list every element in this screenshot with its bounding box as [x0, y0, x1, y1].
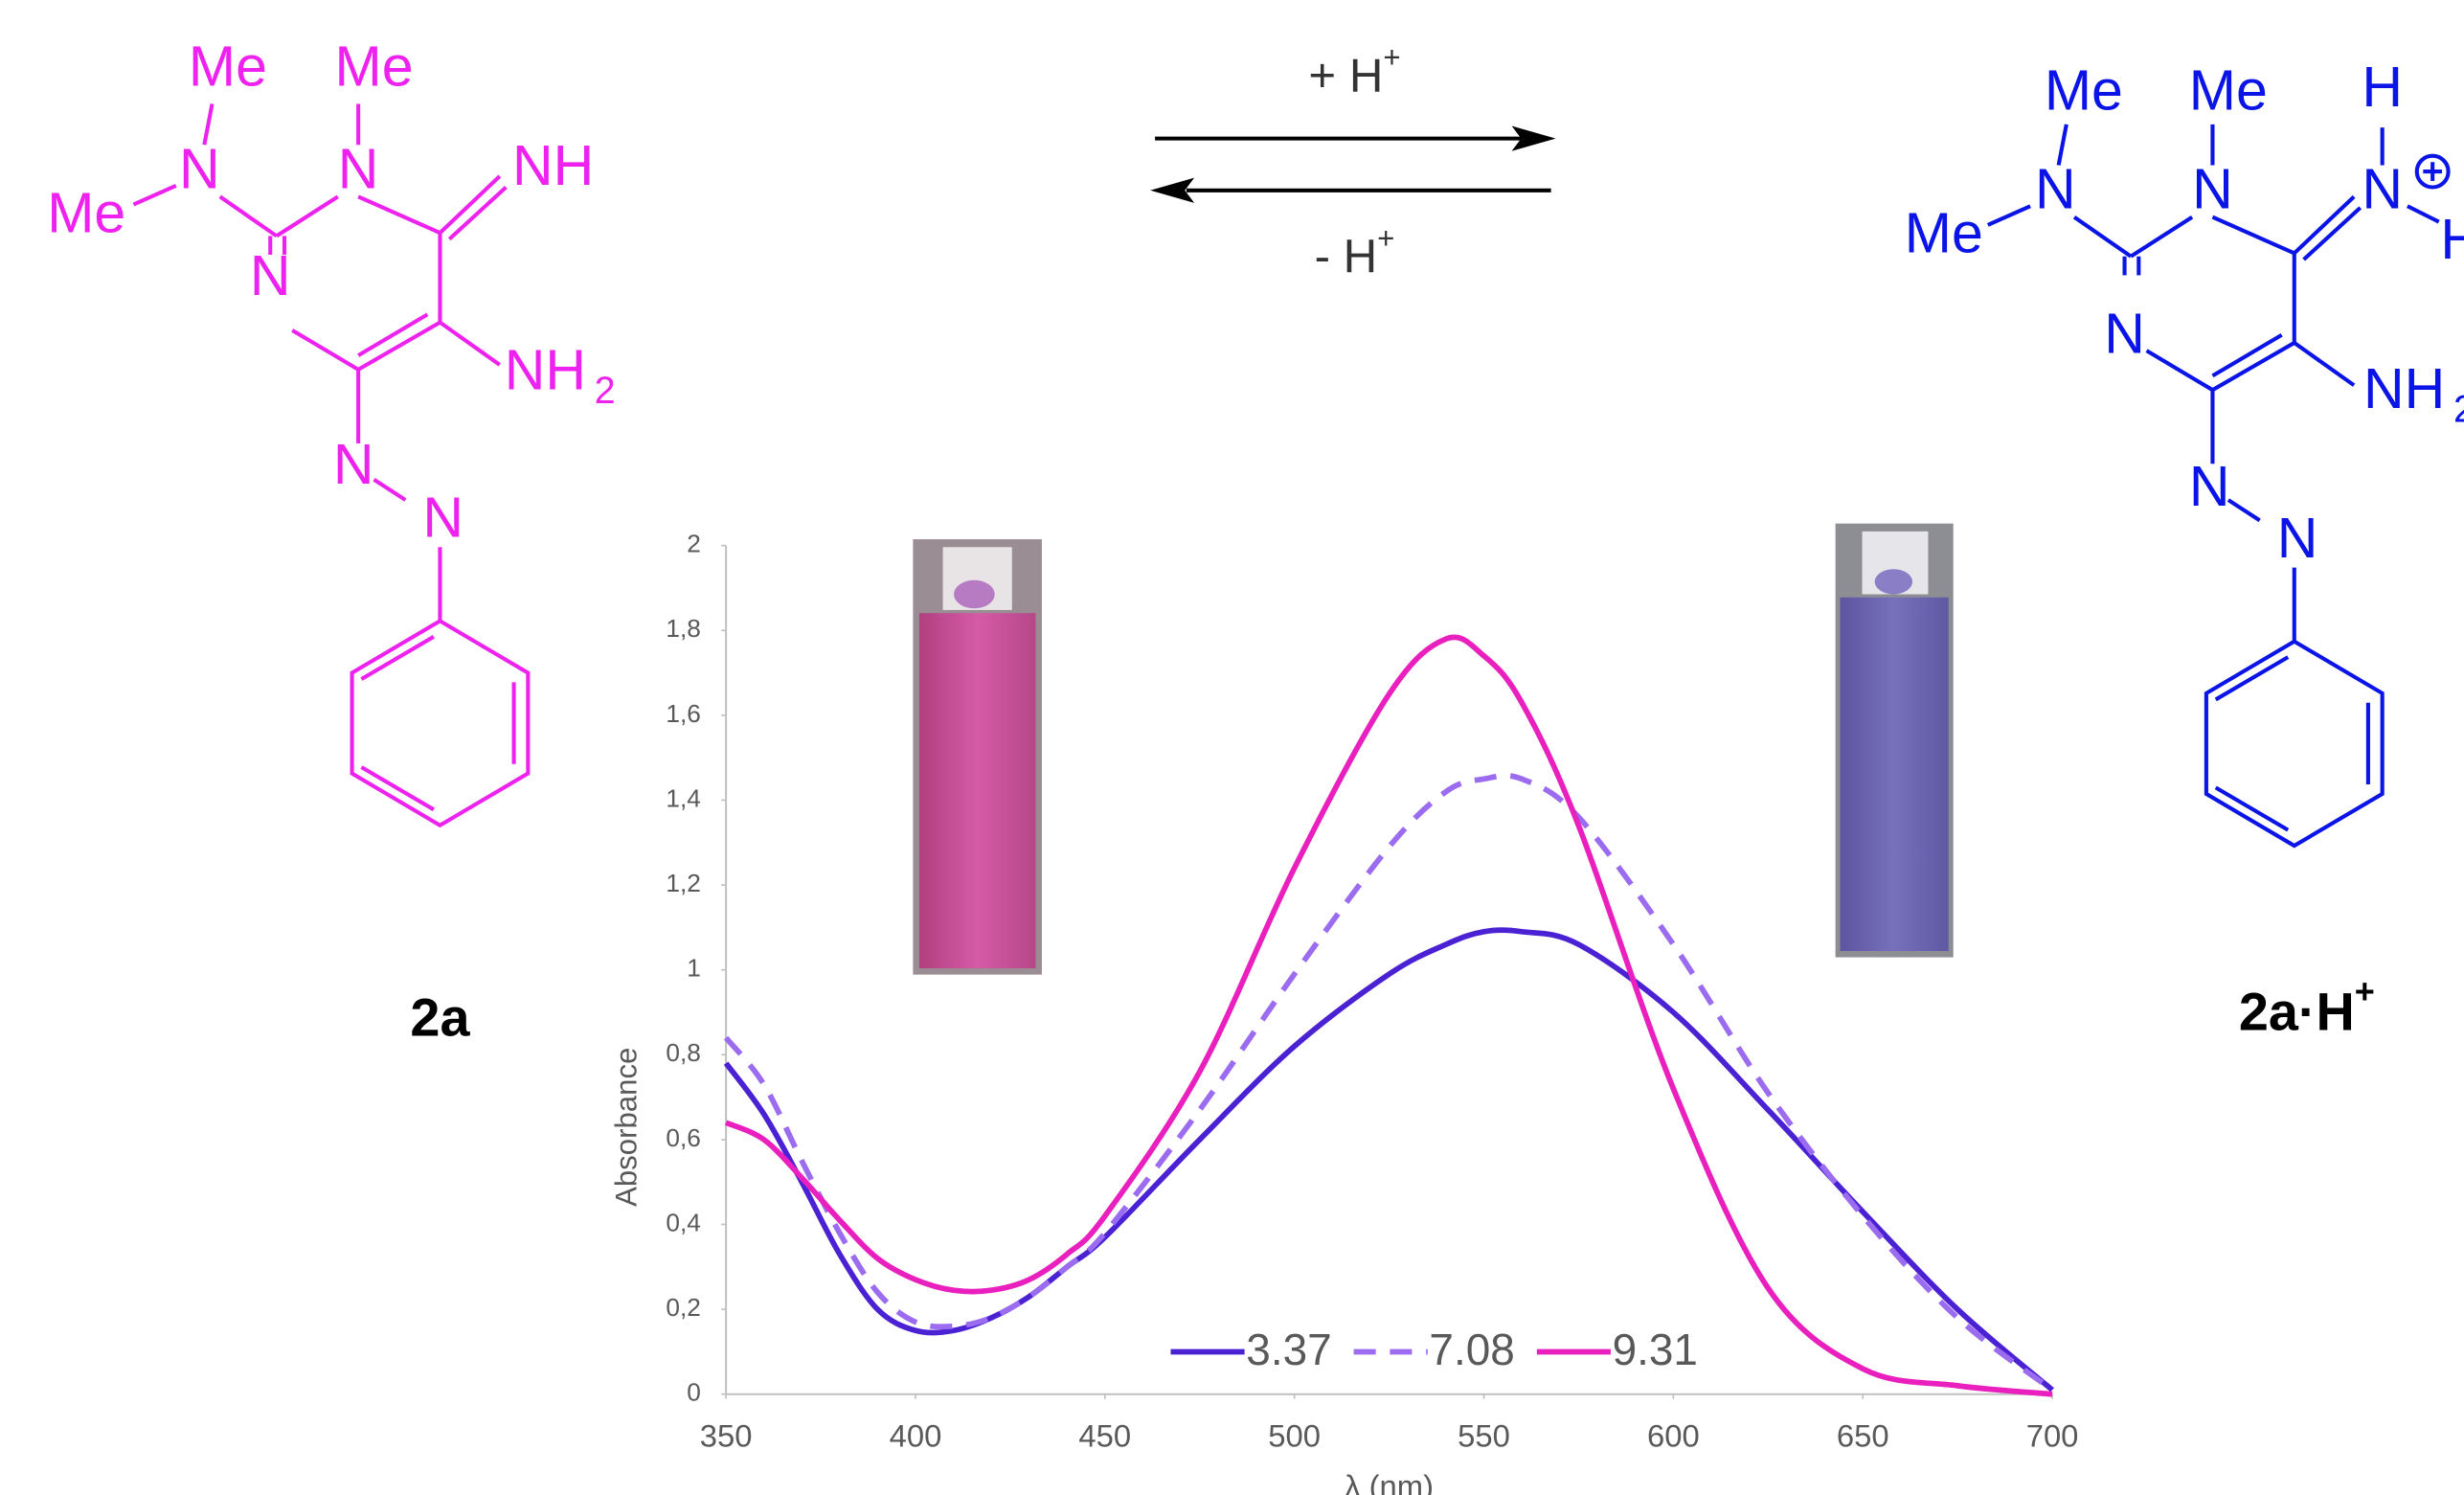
series-line — [723, 927, 2054, 1393]
x-tick-label: 400 — [890, 1417, 942, 1453]
label: - H — [1315, 230, 1378, 283]
backward-label: - H+ — [1315, 222, 1395, 283]
atom: Me — [2189, 58, 2268, 122]
series-line — [723, 772, 2054, 1393]
atom: N — [250, 244, 291, 307]
x-tick-label: 600 — [1647, 1417, 1700, 1453]
cuvette-photo-pink — [913, 539, 1042, 975]
atom: Me — [189, 35, 267, 99]
atom-subscript: 2 — [2453, 389, 2464, 431]
atom: N — [2277, 507, 2318, 570]
atom: N — [2192, 158, 2233, 221]
y-tick-label: 0,6 — [666, 1123, 700, 1152]
y-tick-label: 0,4 — [666, 1208, 700, 1236]
atom: NH — [505, 338, 586, 401]
atom: H — [2362, 56, 2403, 119]
atom: Me — [47, 181, 125, 244]
atom: N — [2035, 158, 2076, 221]
left-bonds — [132, 103, 531, 828]
x-tick-label: 350 — [700, 1417, 753, 1453]
atom: N — [422, 487, 463, 550]
atom: Me — [1905, 202, 1983, 265]
legend-label: 3.37 — [1246, 1325, 1331, 1374]
superscript: + — [2355, 971, 2375, 1010]
y-tick-label: 0,2 — [666, 1293, 700, 1322]
cuvette-photo-blue — [1835, 523, 1954, 958]
y-tick-label: 1,4 — [666, 783, 700, 812]
label: 2a·H — [2239, 981, 2355, 1041]
y-tick-label: 1 — [687, 954, 701, 983]
label: + H — [1308, 49, 1383, 102]
x-tick-label: 500 — [1268, 1417, 1321, 1453]
atom-subscript: 2 — [595, 370, 616, 412]
atom: N — [2104, 303, 2145, 366]
compound-label: 2a·H+ — [2239, 971, 2375, 1041]
legend-label: 7.08 — [1429, 1325, 1514, 1374]
y-tick-label: 2 — [687, 530, 701, 558]
series-line — [724, 634, 2053, 1397]
x-axis-label: λ (nm) — [1345, 1468, 1434, 1495]
superscript: + — [1383, 41, 1400, 75]
y-tick-label: 1,2 — [666, 869, 700, 897]
x-tick-label: 550 — [1458, 1417, 1510, 1453]
y-tick-label: 1,8 — [666, 614, 700, 643]
y-tick-label: 0,8 — [666, 1038, 700, 1067]
y-tick-label: 0 — [687, 1378, 701, 1407]
atom: Me — [335, 35, 414, 99]
legend-label: 9.31 — [1613, 1325, 1698, 1374]
superscript: + — [1377, 222, 1394, 256]
compound-label: 2a — [410, 987, 470, 1048]
x-tick-label: 650 — [1837, 1417, 1889, 1453]
atom: Me — [2045, 58, 2123, 122]
atom: NH — [2363, 357, 2445, 420]
atom: NH — [512, 134, 594, 197]
equilibrium — [1150, 125, 1556, 203]
atom: N — [2362, 158, 2403, 221]
right-bonds — [1986, 124, 2451, 849]
forward-label: + H+ — [1308, 41, 1400, 102]
atom: H — [2440, 208, 2464, 271]
x-tick-label: 700 — [2026, 1417, 2079, 1453]
x-tick-label: 450 — [1078, 1417, 1131, 1453]
y-axis-label: Absorbance — [610, 1048, 644, 1207]
atom: N — [338, 137, 379, 200]
left-atoms: Me Me N N Me NH N NH 2 N N — [47, 35, 615, 550]
atom: N — [333, 433, 374, 496]
atom: N — [179, 137, 220, 200]
chart: 0 0,2 0,4 0,6 0,8 1 1,2 1,4 1,6 1,8 2 350 400 450 500 5… — [610, 530, 2079, 1495]
right-atoms: Me Me H N N N Me H N NH 2 N N — [1905, 56, 2464, 570]
y-tick-label: 1,6 — [666, 699, 700, 728]
atom: N — [2189, 455, 2230, 518]
